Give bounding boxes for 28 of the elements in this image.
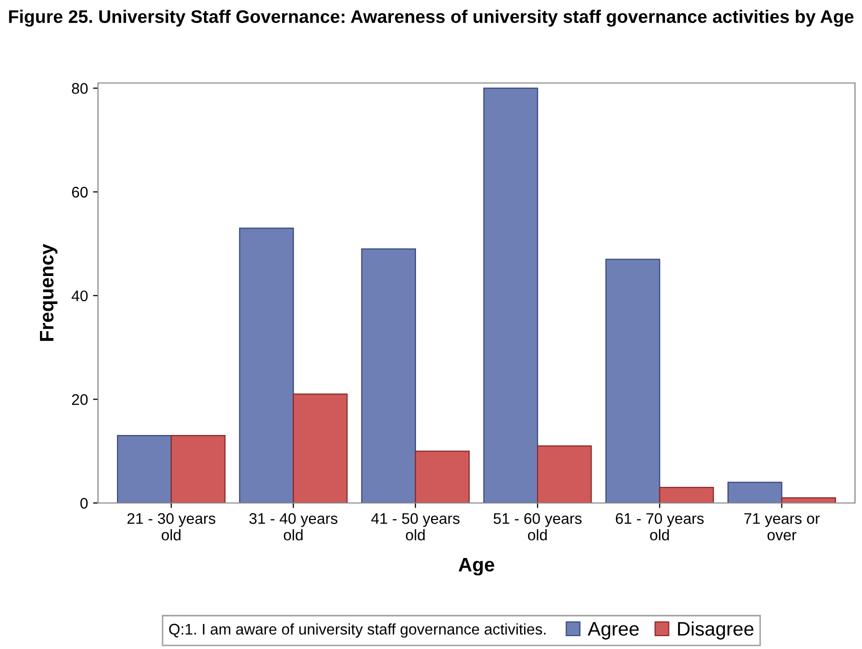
x-tick-label: 21 - 30 years old	[127, 513, 216, 540]
x-axis-title: Age	[458, 558, 494, 576]
bar	[727, 482, 782, 503]
y-tick-label: 60	[72, 186, 88, 198]
x-tick-label: 61 - 70 years old	[616, 513, 704, 540]
bar	[483, 88, 538, 503]
x-tick-label: 31 - 40 years old	[249, 513, 338, 540]
y-tick-label: 0	[80, 498, 88, 509]
x-tick-label: 51 - 60 years old	[494, 513, 582, 540]
y-tick-label: 40	[72, 290, 88, 302]
legend-label: Agree	[588, 622, 639, 640]
legend-title: Q:1. I am aware of university staff governance activities.	[169, 623, 546, 638]
bar	[414, 450, 470, 503]
bar	[170, 435, 226, 503]
y-tick-label: 20	[72, 394, 88, 405]
x-tick-label: 41 - 50 years old	[371, 513, 460, 540]
x-tick-label: 71 years or over	[744, 513, 820, 540]
bar	[361, 248, 416, 503]
bar	[659, 486, 714, 503]
bar	[116, 435, 172, 503]
chart-title: Figure 25. University Staff Governance: Awareness of university staff governance activities by Age	[9, 10, 854, 27]
bar	[239, 228, 294, 503]
legend-label: Disagree	[678, 621, 754, 640]
bar	[292, 394, 348, 503]
y-tick-label: 80	[72, 83, 88, 94]
y-axis-title: Frequency	[40, 244, 58, 341]
bar	[536, 445, 592, 503]
bar	[605, 258, 660, 503]
